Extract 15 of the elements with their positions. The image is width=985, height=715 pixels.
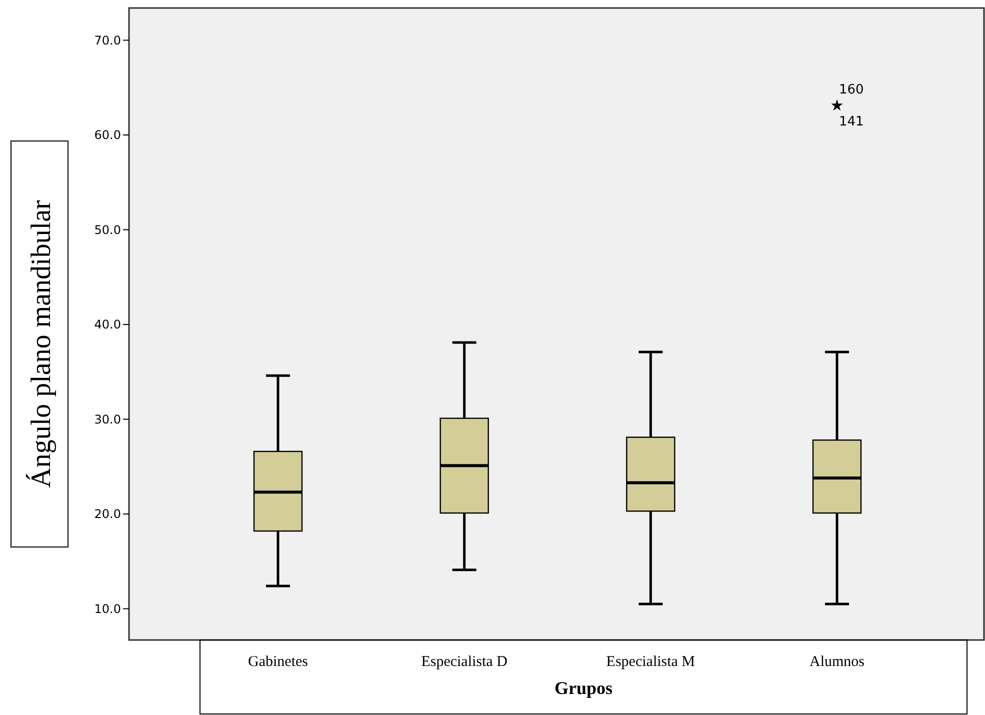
annotation: 141: [839, 114, 864, 130]
y-tick-label: 10.0: [94, 602, 121, 616]
y-axis-title: Ángulo plano mandibular: [25, 199, 57, 488]
y-tick-label: 20.0: [94, 507, 121, 522]
y-tick-label: 50.0: [94, 222, 121, 237]
y-tick-label: 40.0: [94, 318, 121, 332]
y-tick-label: 30.0: [94, 412, 121, 426]
x-tick-label: Especialista D: [421, 654, 508, 670]
x-tick-label: Especialista M: [606, 654, 696, 670]
x-tick-label: Alumnos: [809, 654, 865, 670]
annotation: 160: [839, 82, 864, 98]
y-tick-label: 70.0: [94, 33, 121, 48]
x-tick-label: Gabinetes: [248, 654, 308, 670]
y-tick-label: 60.0: [94, 128, 121, 142]
x-axis-title: Grupos: [554, 678, 613, 698]
